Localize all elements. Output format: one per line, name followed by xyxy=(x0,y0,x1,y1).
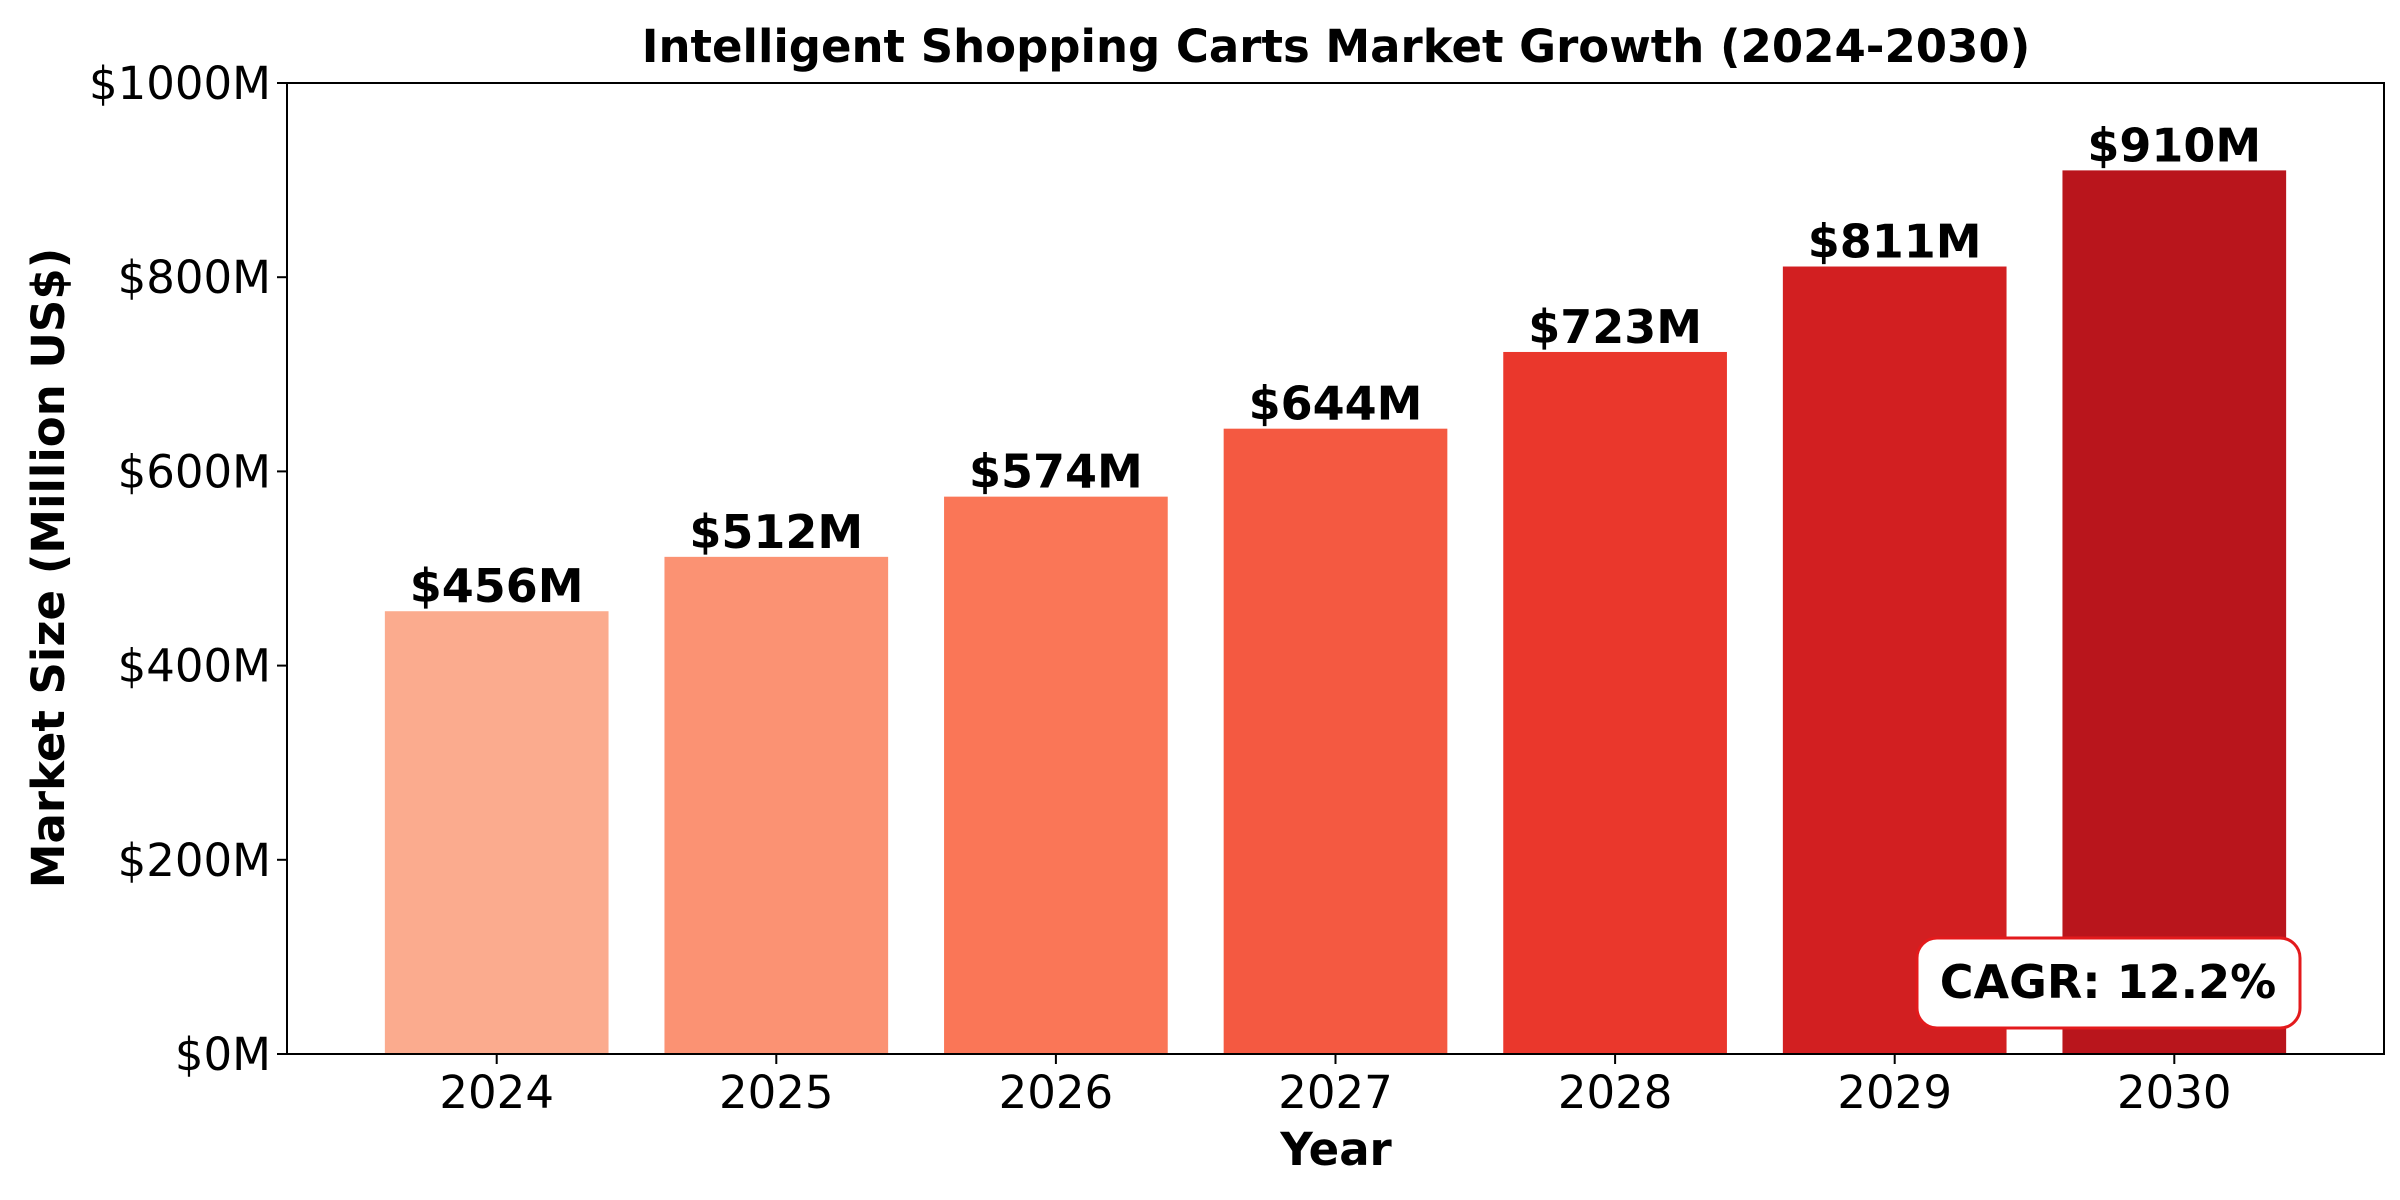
x-axis-title: Year xyxy=(1279,1123,1392,1176)
x-tick-label-2024: 2024 xyxy=(439,1066,554,1119)
value-labels-layer: $456M $512M $574M $644M $723M $811M $910M xyxy=(410,118,2261,613)
y-axis: $0M $200M $400M $600M $800M $1000M xyxy=(89,57,287,1081)
y-tick-label-1000: $1000M xyxy=(89,57,271,110)
x-tick-label-2026: 2026 xyxy=(999,1066,1114,1119)
value-label-2025: $512M xyxy=(689,505,863,559)
value-label-2027: $644M xyxy=(1249,377,1423,431)
bar-2026 xyxy=(944,496,1168,1054)
y-tick-label-0: $0M xyxy=(175,1028,271,1081)
bar-2029 xyxy=(1782,266,2007,1054)
y-tick-label-200: $200M xyxy=(118,834,271,887)
bars-layer xyxy=(384,170,2287,1054)
x-tick-label-2025: 2025 xyxy=(719,1066,834,1119)
cagr-annotation: CAGR: 12.2% xyxy=(1915,936,2302,1030)
bar-2025 xyxy=(664,556,889,1054)
value-label-2028: $723M xyxy=(1528,300,1702,354)
x-axis: 2024 2025 2026 2027 2028 2029 2030 xyxy=(439,1054,2232,1119)
y-tick-label-400: $400M xyxy=(118,640,271,693)
x-tick-label-2028: 2028 xyxy=(1558,1066,1673,1119)
y-tick-label-600: $600M xyxy=(118,445,271,498)
value-label-2024: $456M xyxy=(410,559,584,613)
bar-2024 xyxy=(384,611,609,1054)
value-label-2029: $811M xyxy=(1808,215,1982,269)
y-tick-label-800: $800M xyxy=(118,251,271,304)
bar-2027 xyxy=(1223,428,1448,1054)
y-axis-title: Market Size (Million US$) xyxy=(22,248,75,888)
value-label-2026: $574M xyxy=(969,445,1143,499)
bar-2028 xyxy=(1503,351,1727,1054)
bar-2030 xyxy=(2062,170,2287,1054)
x-tick-label-2029: 2029 xyxy=(1837,1066,1952,1119)
cagr-text: CAGR: 12.2% xyxy=(1940,955,2277,1009)
value-label-2030: $910M xyxy=(2087,118,2261,172)
x-tick-label-2027: 2027 xyxy=(1278,1066,1393,1119)
cagr-box xyxy=(1915,936,2302,1030)
x-tick-label-2030: 2030 xyxy=(2117,1066,2232,1119)
chart-title: Intelligent Shopping Carts Market Growth… xyxy=(642,20,2031,73)
